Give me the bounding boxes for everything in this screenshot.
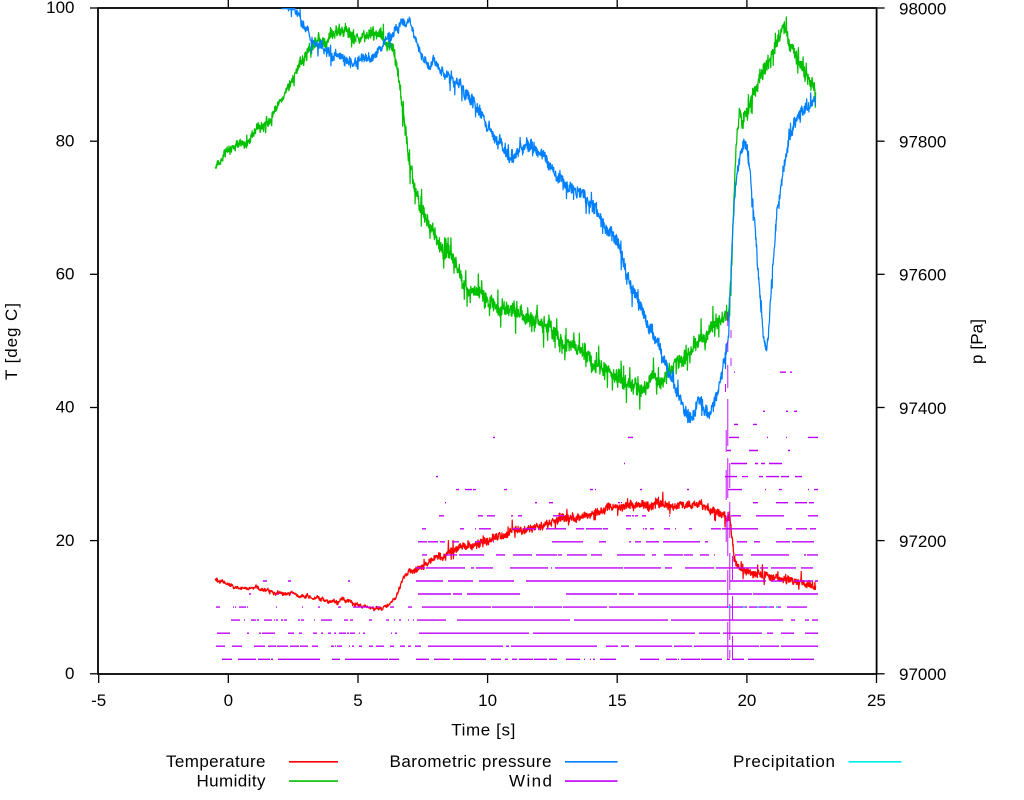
svg-text:10: 10 bbox=[478, 691, 497, 710]
svg-text:80: 80 bbox=[56, 131, 75, 150]
svg-text:100: 100 bbox=[46, 0, 74, 17]
svg-text:98000: 98000 bbox=[899, 0, 946, 18]
svg-text:Time [s]: Time [s] bbox=[451, 720, 515, 739]
svg-text:Barometric pressure: Barometric pressure bbox=[390, 752, 552, 771]
svg-text:97800: 97800 bbox=[899, 133, 946, 152]
svg-text:Humidity: Humidity bbox=[197, 772, 267, 791]
svg-text:Precipitation: Precipitation bbox=[733, 752, 835, 771]
svg-text:20: 20 bbox=[56, 531, 75, 550]
svg-text:97600: 97600 bbox=[899, 266, 946, 285]
svg-text:15: 15 bbox=[608, 691, 627, 710]
svg-text:-5: -5 bbox=[91, 691, 106, 710]
svg-text:97400: 97400 bbox=[899, 399, 946, 418]
svg-text:97000: 97000 bbox=[899, 665, 946, 684]
svg-text:97200: 97200 bbox=[899, 532, 946, 551]
svg-text:5: 5 bbox=[353, 691, 362, 710]
svg-text:T [deg C]: T [deg C] bbox=[2, 303, 21, 380]
svg-text:25: 25 bbox=[867, 691, 886, 710]
svg-text:20: 20 bbox=[737, 691, 756, 710]
svg-text:0: 0 bbox=[224, 691, 233, 710]
svg-text:Temperature: Temperature bbox=[166, 752, 266, 771]
svg-text:0: 0 bbox=[65, 664, 74, 683]
svg-text:40: 40 bbox=[56, 398, 75, 417]
svg-text:60: 60 bbox=[56, 265, 75, 284]
svg-text:p [Pa]: p [Pa] bbox=[968, 319, 987, 364]
